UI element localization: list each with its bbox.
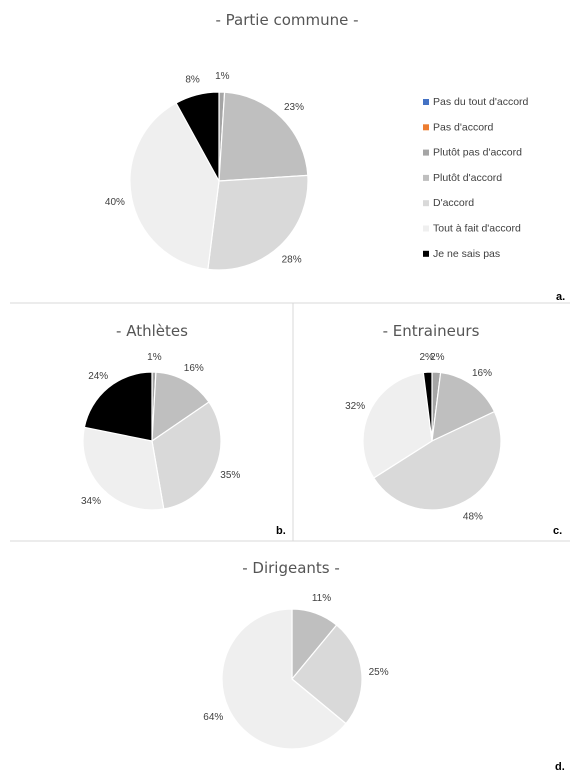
- pie-slice-je-ne-sais-pas: [175, 91, 220, 182]
- data-label-d-accord: 28%: [282, 254, 302, 265]
- legend-label-pas-du-tout-d-accord: Pas du tout d'accord: [433, 96, 529, 108]
- pie-slice-plutot-d-accord: [151, 371, 210, 443]
- legend-swatch-d-accord: [423, 200, 429, 207]
- chart-dirigeants: - Dirigeants - 11% 25% 64% d.: [203, 559, 564, 773]
- legend-label-plutot-d-accord: Plutôt d'accord: [433, 172, 502, 184]
- chart-title-entraineurs: - Entraineurs: [383, 322, 480, 340]
- legend-label-d-accord: D'accord: [433, 197, 474, 209]
- pie-slice-je-ne-sais-pas: [83, 371, 153, 442]
- data-label-plutot-d-accord: 11%: [312, 593, 331, 604]
- data-label-je-ne-sais-pas: 2%: [419, 352, 434, 363]
- pie-slice-d-accord: [372, 410, 502, 511]
- legend-swatch-tout-a-fait-d-accord: [423, 225, 429, 232]
- pie-partie-commune: 1% 23% 28% 40% 8%: [105, 71, 309, 271]
- panel-letter-a: a.: [556, 291, 565, 303]
- data-label-je-ne-sais-pas: 8%: [185, 74, 200, 85]
- pie-slice-je-ne-sais-pas: [422, 371, 433, 442]
- legend-swatch-plutot-d-accord: [423, 174, 429, 181]
- data-label-d-accord: 25%: [369, 667, 389, 678]
- pie-slice-plutot-d-accord: [218, 91, 309, 182]
- legend: Pas du tout d'accord Pas d'accord Plutôt p…: [423, 96, 529, 260]
- pie-slice-d-accord: [291, 624, 363, 725]
- data-label-plutot-d-accord: 16%: [472, 368, 492, 379]
- chart-title-partie-commune: - Partie commune -: [215, 11, 358, 29]
- data-label-d-accord: 48%: [463, 512, 483, 523]
- legend-swatch-je-ne-sais-pas: [423, 250, 429, 257]
- pie-slice-tout-a-fait-d-accord: [221, 608, 347, 750]
- data-label-tout-a-fait-d-accord: 32%: [345, 401, 365, 412]
- data-label-plutot-pas-d-accord: 1%: [215, 71, 230, 82]
- legend-swatch-pas-du-tout-d-accord: [423, 99, 429, 105]
- pie-slice-plutot-d-accord: [431, 371, 496, 443]
- pie-athletes: 1% 16% 35% 34% 24%: [81, 352, 240, 511]
- data-label-plutot-pas-d-accord: 1%: [147, 352, 162, 363]
- chart-title-athletes: - Athlètes: [116, 322, 188, 340]
- chart-athletes: - Athlètes 1% 16% 35% 34% 24% b.: [81, 322, 286, 537]
- data-label-plutot-d-accord: 16%: [184, 363, 204, 374]
- data-label-tout-a-fait-d-accord: 40%: [105, 197, 125, 208]
- panel-letter-b: b.: [276, 525, 286, 537]
- pie-slice-tout-a-fait-d-accord: [82, 426, 165, 511]
- legend-label-plutot-pas-d-accord: Plutôt pas d'accord: [433, 147, 522, 159]
- data-label-d-accord: 35%: [220, 470, 240, 481]
- legend-label-je-ne-sais-pas: Je ne sais pas: [433, 248, 500, 260]
- panel-letter-c: c.: [553, 525, 562, 537]
- chart-partie-commune: - Partie commune - 1% 23% 28% 40% 8% a.: [105, 11, 565, 303]
- chart-entraineurs: - Entraineurs 2% 16% 48% 32% 2% c.: [345, 322, 562, 537]
- pie-slice-tout-a-fait-d-accord: [129, 102, 220, 270]
- pie-entraineurs: 2% 16% 48% 32% 2%: [345, 352, 502, 523]
- data-label-tout-a-fait-d-accord: 34%: [81, 496, 101, 507]
- legend-swatch-plutot-pas-d-accord: [423, 149, 429, 156]
- pie-slice-d-accord: [207, 174, 309, 271]
- data-label-je-ne-sais-pas: 24%: [88, 371, 108, 382]
- data-label-plutot-d-accord: 23%: [284, 102, 304, 113]
- chart-title-dirigeants: - Dirigeants -: [242, 559, 340, 577]
- data-label-tout-a-fait-d-accord: 64%: [203, 712, 223, 723]
- data-label-plutot-pas-d-accord: 2%: [430, 352, 445, 363]
- panel-letter-d: d.: [555, 761, 565, 773]
- legend-swatch-pas-d-accord: [423, 124, 429, 131]
- legend-label-pas-d-accord: Pas d'accord: [433, 121, 494, 133]
- pie-slice-d-accord: [151, 401, 222, 510]
- pie-dirigeants: 11% 25% 64%: [203, 593, 389, 750]
- legend-label-tout-a-fait-d-accord: Tout à fait d'accord: [433, 223, 521, 235]
- pie-slice-tout-a-fait-d-accord: [362, 371, 433, 479]
